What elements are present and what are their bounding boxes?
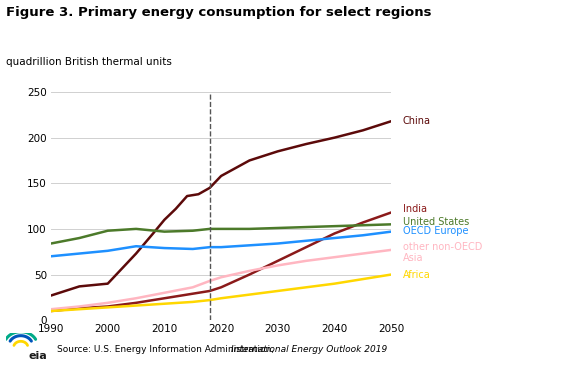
Text: quadrillion British thermal units: quadrillion British thermal units <box>6 57 172 67</box>
Text: eia: eia <box>29 351 48 361</box>
Text: Figure 3. Primary energy consumption for select regions: Figure 3. Primary energy consumption for… <box>6 6 431 18</box>
Text: Africa: Africa <box>403 269 430 280</box>
Text: India: India <box>403 204 426 214</box>
Text: other non-OECD
Asia: other non-OECD Asia <box>403 242 482 263</box>
Text: United States: United States <box>403 217 469 227</box>
Text: OECD Europe: OECD Europe <box>403 226 468 236</box>
Text: China: China <box>403 116 430 126</box>
Text: Source: U.S. Energy Information Administration,: Source: U.S. Energy Information Administ… <box>57 345 277 354</box>
Text: International Energy Outlook 2019: International Energy Outlook 2019 <box>231 345 388 354</box>
